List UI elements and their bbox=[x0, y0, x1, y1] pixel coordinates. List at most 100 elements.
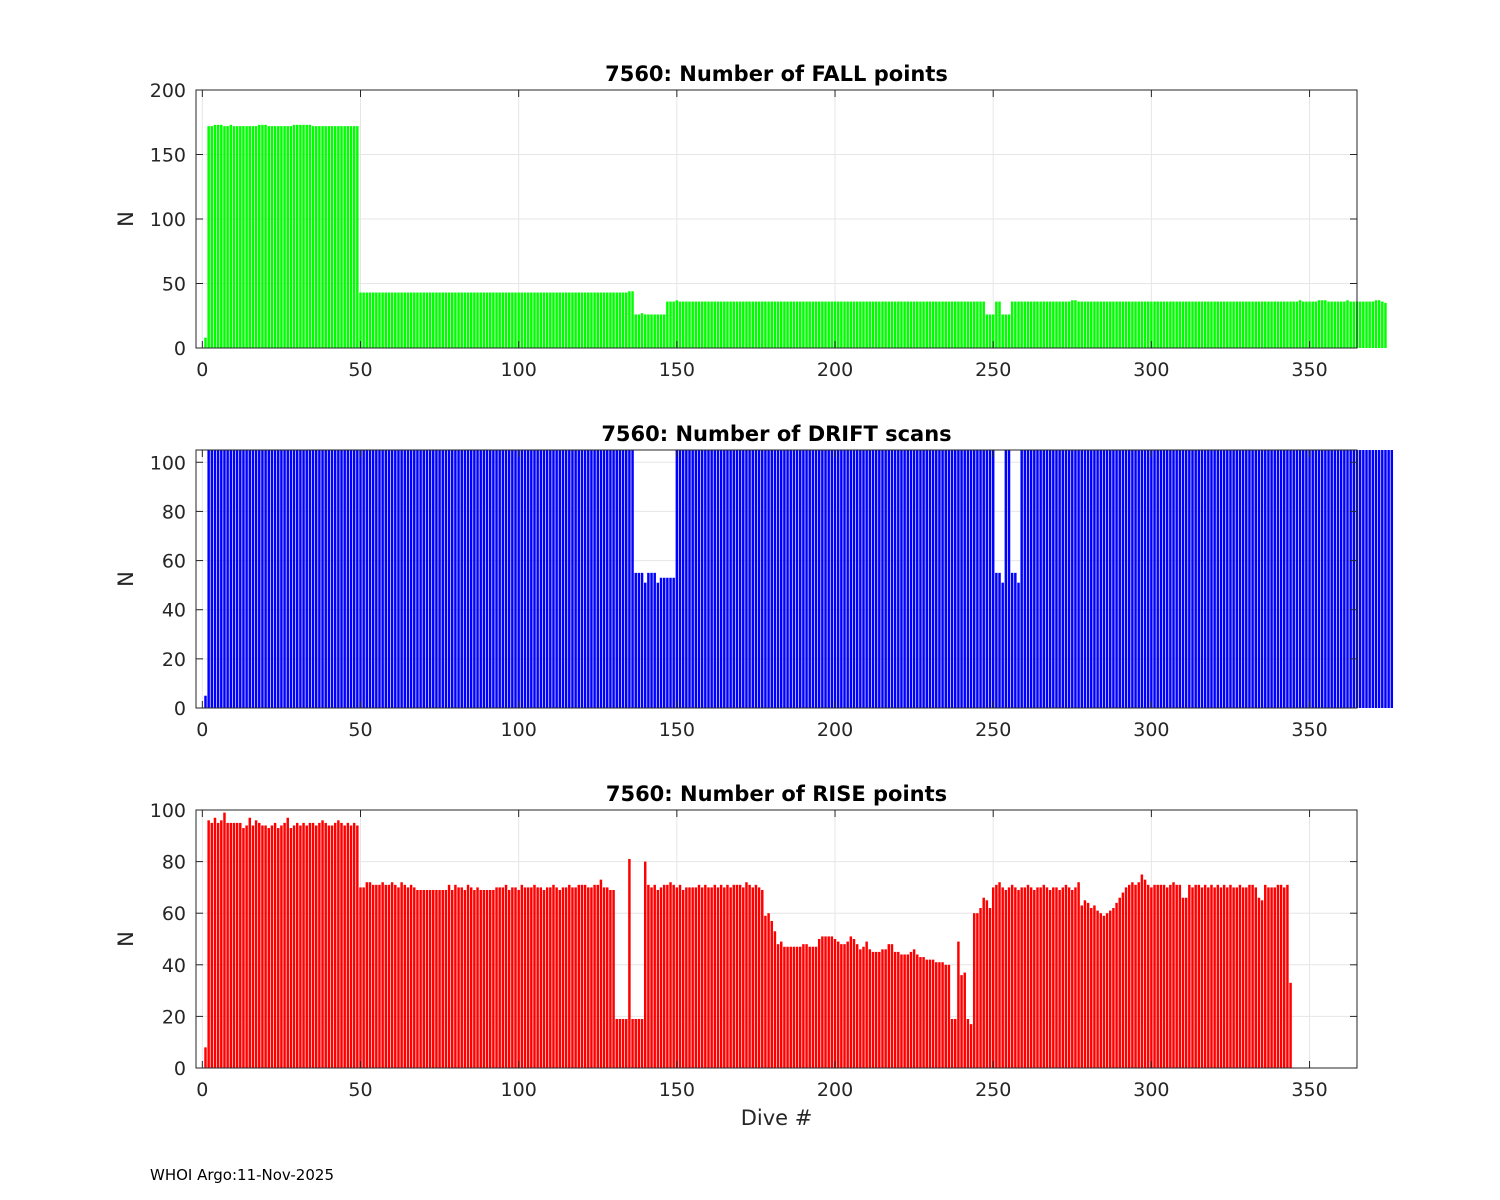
drift-bar bbox=[555, 450, 558, 708]
fall-bar bbox=[590, 292, 593, 348]
drift-bar bbox=[258, 450, 261, 708]
drift-bar bbox=[469, 450, 473, 708]
rise-bar bbox=[390, 882, 394, 1068]
rise-bar bbox=[403, 884, 407, 1068]
rise-bar bbox=[511, 887, 514, 1068]
fall-bar bbox=[900, 301, 903, 348]
x-tick-label: 200 bbox=[817, 359, 853, 381]
rise-bar bbox=[596, 884, 599, 1068]
fall-bar bbox=[681, 301, 685, 348]
fall-bar bbox=[1251, 301, 1254, 348]
rise-bar bbox=[780, 941, 783, 1068]
drift-bar bbox=[596, 450, 599, 708]
rise-bar bbox=[1020, 887, 1023, 1068]
fall-bar bbox=[1276, 301, 1280, 348]
rise-bar bbox=[669, 882, 672, 1068]
x-tick-label: 150 bbox=[659, 719, 695, 741]
drift-bar bbox=[723, 450, 726, 708]
fall-bar bbox=[950, 301, 954, 348]
rise-bar bbox=[700, 887, 704, 1068]
rise-bar bbox=[770, 920, 773, 1068]
drift-bar bbox=[1036, 450, 1039, 708]
fall-bar bbox=[1175, 301, 1178, 348]
rise-bar bbox=[216, 822, 220, 1068]
fall-bar bbox=[1267, 301, 1270, 348]
rise-bar bbox=[757, 887, 761, 1068]
drift-bar bbox=[963, 450, 966, 708]
rise-bar bbox=[966, 1018, 970, 1068]
x-tick-label: 300 bbox=[1133, 719, 1169, 741]
fall-bar bbox=[245, 126, 248, 349]
rise-bar bbox=[631, 1018, 634, 1068]
fall-bar bbox=[264, 124, 267, 348]
drift-bar bbox=[912, 450, 916, 708]
fall-bar bbox=[314, 126, 318, 349]
fall-bar bbox=[419, 292, 422, 348]
drift-bar bbox=[1260, 450, 1264, 708]
drift-bar bbox=[643, 582, 647, 708]
drift-bar bbox=[1289, 450, 1292, 708]
drift-bar bbox=[514, 450, 517, 708]
fall-bar bbox=[767, 301, 770, 348]
rise-bar bbox=[1260, 900, 1264, 1068]
rise-bar bbox=[960, 975, 963, 1068]
drift-bar bbox=[229, 450, 233, 708]
rise-bar bbox=[504, 884, 508, 1068]
drift-bar bbox=[1387, 450, 1390, 708]
fall-bar bbox=[710, 301, 713, 348]
drift-bar bbox=[1074, 450, 1077, 708]
fall-bar bbox=[1184, 301, 1188, 348]
drift-bar bbox=[1150, 450, 1153, 708]
fall-bar bbox=[843, 301, 846, 348]
fall-bar bbox=[593, 292, 596, 348]
y-tick-label: 20 bbox=[162, 1006, 186, 1028]
fall-bar bbox=[893, 301, 897, 348]
rise-bar bbox=[530, 887, 533, 1068]
drift-bar bbox=[621, 450, 625, 708]
rise-bar bbox=[413, 887, 416, 1068]
rise-bar bbox=[751, 887, 755, 1068]
drift-bar bbox=[1292, 450, 1295, 708]
rise-bar bbox=[666, 884, 669, 1068]
fall-bar bbox=[1077, 301, 1080, 348]
drift-bar bbox=[425, 450, 429, 708]
rise-bar bbox=[207, 820, 210, 1068]
fall-bar bbox=[944, 301, 947, 348]
drift-bar bbox=[1213, 450, 1216, 708]
drift-bar bbox=[1067, 450, 1071, 708]
rise-bar bbox=[1172, 882, 1175, 1068]
rise-bar bbox=[1017, 889, 1020, 1068]
fall-bar bbox=[258, 124, 261, 348]
drift-bar bbox=[432, 450, 435, 708]
x-tick-label: 250 bbox=[975, 1079, 1011, 1101]
drift-bar bbox=[808, 450, 811, 708]
rise-bar bbox=[972, 913, 976, 1068]
fall-bar bbox=[438, 292, 441, 348]
rise-bar bbox=[1080, 905, 1084, 1068]
drift-bar bbox=[1229, 450, 1232, 708]
fall-bar bbox=[742, 301, 745, 348]
fall-bar bbox=[881, 301, 884, 348]
fall-bar bbox=[1362, 301, 1365, 348]
drift-bar bbox=[289, 450, 293, 708]
drift-bar bbox=[666, 577, 669, 708]
drift-bar bbox=[1311, 450, 1314, 708]
rise-bar bbox=[397, 887, 400, 1068]
drift-bar bbox=[919, 450, 922, 708]
rise-bar bbox=[375, 884, 378, 1068]
rise-bar bbox=[359, 887, 362, 1068]
y-tick-label: 60 bbox=[162, 903, 186, 925]
drift-bar bbox=[492, 450, 495, 708]
drift-bar bbox=[884, 450, 887, 708]
rise-bar bbox=[580, 884, 584, 1068]
fall-bar bbox=[811, 301, 815, 348]
drift-bar bbox=[473, 450, 476, 708]
rise-bar bbox=[1150, 887, 1153, 1068]
fall-bar bbox=[1083, 301, 1087, 348]
rise-bar bbox=[991, 887, 995, 1068]
rise-bar bbox=[324, 822, 327, 1068]
rise-bar bbox=[210, 822, 214, 1068]
drift-bar bbox=[387, 450, 391, 708]
fall-bar bbox=[1134, 301, 1137, 348]
drift-bar bbox=[1257, 450, 1261, 708]
